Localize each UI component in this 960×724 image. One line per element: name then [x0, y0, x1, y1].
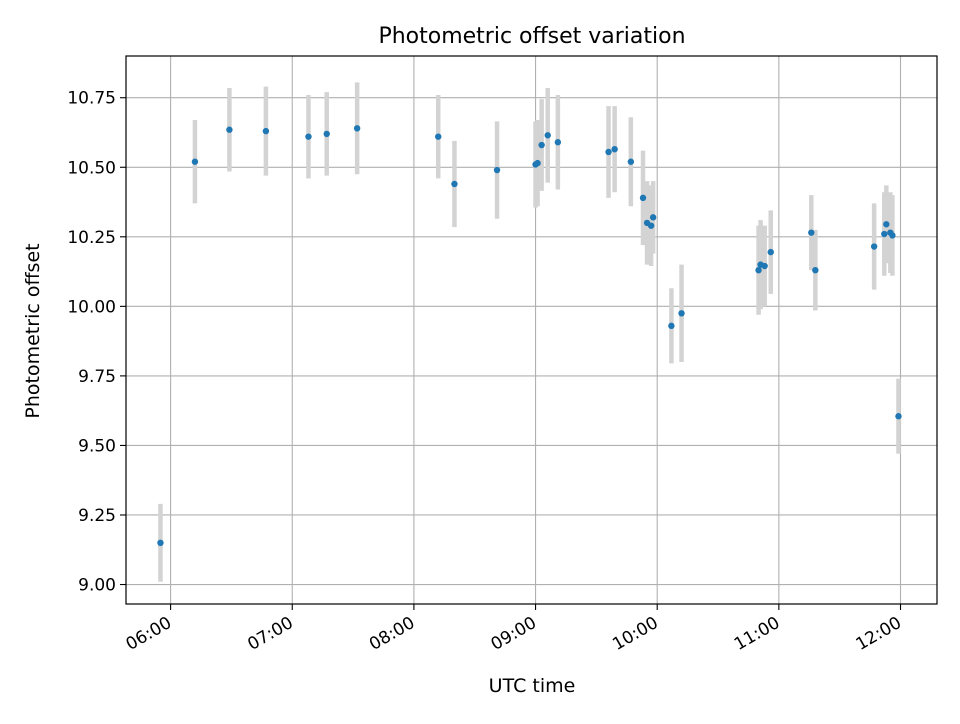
data-point — [534, 159, 541, 167]
data-point — [226, 126, 233, 133]
y-tick-label: 10.50 — [67, 158, 116, 178]
data-point — [554, 139, 562, 146]
data-point — [353, 125, 361, 132]
data-point — [627, 158, 635, 165]
grid-lines — [126, 56, 937, 604]
y-tick-label: 10.00 — [67, 297, 116, 317]
data-points — [157, 125, 902, 547]
y-tick-label: 9.25 — [78, 506, 116, 526]
y-axis-label: Photometric offset — [22, 243, 44, 418]
data-point — [767, 248, 774, 256]
data-point — [761, 262, 768, 270]
data-point — [538, 141, 545, 149]
data-point — [649, 214, 657, 221]
y-tick-label: 10.25 — [67, 228, 116, 248]
y-tick-label: 10.75 — [67, 89, 116, 109]
data-point — [808, 229, 815, 236]
data-point — [639, 194, 647, 202]
data-point — [493, 166, 501, 174]
data-point — [435, 133, 442, 140]
data-point — [305, 133, 312, 140]
y-tick-label: 9.75 — [78, 367, 116, 387]
data-point — [191, 158, 199, 165]
data-point — [451, 180, 458, 188]
data-point — [895, 413, 902, 420]
y-tick-label: 9.50 — [78, 436, 116, 456]
data-point — [262, 127, 270, 135]
data-point — [605, 148, 612, 156]
data-point — [678, 310, 685, 317]
data-point — [611, 145, 618, 153]
data-point — [881, 230, 888, 238]
data-point — [812, 266, 819, 274]
y-tick-label: 9.00 — [78, 576, 116, 596]
data-point — [755, 266, 762, 274]
chart-title: Photometric offset variation — [378, 24, 685, 49]
data-point — [544, 132, 551, 139]
data-point — [323, 130, 330, 138]
x-axis-label: UTC time — [489, 675, 576, 697]
data-point — [647, 222, 655, 229]
data-point — [870, 243, 878, 250]
data-point — [668, 322, 675, 330]
plot-area-frame — [125, 55, 938, 605]
data-point — [883, 221, 890, 228]
data-point — [157, 539, 164, 547]
data-point — [889, 232, 896, 239]
y-axis-ticks: 9.00 9.25 9.50 9.75 10.00 10.25 10.50 10.75 — [67, 89, 126, 596]
